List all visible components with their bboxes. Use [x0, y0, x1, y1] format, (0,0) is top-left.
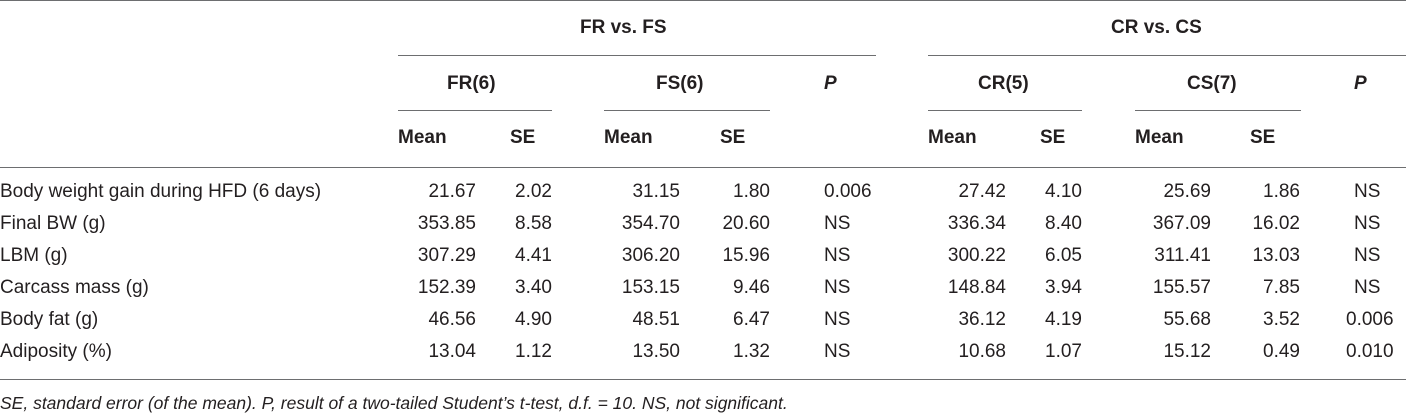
p-header-fr-fs: P [824, 73, 837, 94]
cell-cr-se: 1.07 [1045, 341, 1082, 362]
cell-p-cr-cs: NS [1354, 277, 1381, 298]
cell-p-cr-cs: 0.010 [1346, 341, 1394, 362]
subgroup-title-cr: CR(5) [978, 73, 1029, 94]
subgroup-title-fs: FS(6) [656, 73, 704, 94]
row-label: Adiposity (%) [0, 341, 112, 362]
cell-fs-se: 15.96 [722, 245, 770, 266]
group-title-fr-fs: FR vs. FS [580, 17, 667, 38]
stat-se-cr: SE [1040, 127, 1066, 148]
stat-se-cs: SE [1250, 127, 1276, 148]
cell-fr-mean: 13.04 [428, 341, 476, 362]
cell-cr-se: 8.40 [1045, 213, 1082, 234]
cell-p-cr-cs: 0.006 [1346, 309, 1394, 330]
cell-fs-mean: 31.15 [632, 181, 680, 202]
stat-se-fs: SE [720, 127, 746, 148]
group-rule-cr-cs [928, 55, 1406, 56]
cell-cr-se: 4.10 [1045, 181, 1082, 202]
cell-p-fr-fs: NS [824, 309, 851, 330]
cell-cs-mean: 55.68 [1163, 309, 1211, 330]
subgroup-title-fr: FR(6) [447, 73, 496, 94]
cell-fs-se: 1.80 [733, 181, 770, 202]
row-label: Final BW (g) [0, 213, 106, 234]
row-label: Body fat (g) [0, 309, 99, 330]
cell-cr-mean: 10.68 [958, 341, 1006, 362]
stat-se-fr: SE [510, 127, 536, 148]
cell-p-fr-fs: NS [824, 245, 851, 266]
cell-fr-mean: 353.85 [417, 213, 476, 234]
p-header-cr-cs: P [1354, 73, 1367, 94]
cell-cr-mean: 27.42 [958, 181, 1006, 202]
cell-cr-se: 4.19 [1045, 309, 1082, 330]
cell-fs-se: 1.32 [733, 341, 770, 362]
cell-cs-mean: 15.12 [1163, 341, 1211, 362]
cell-fs-mean: 153.15 [621, 277, 680, 298]
subgroup-rule-cs [1135, 110, 1301, 111]
cell-cs-mean: 25.69 [1163, 181, 1211, 202]
stat-mean-fs: Mean [604, 127, 653, 148]
cell-cs-se: 3.52 [1263, 309, 1300, 330]
cell-fs-mean: 354.70 [621, 213, 680, 234]
row-label: Carcass mass (g) [0, 277, 149, 298]
cell-fs-se: 20.60 [722, 213, 770, 234]
cell-fr-mean: 46.56 [428, 309, 476, 330]
subgroup-rule-fr [398, 110, 552, 111]
cell-cr-mean: 300.22 [947, 245, 1006, 266]
body-bottom-rule [0, 379, 1406, 380]
group-rule-fr-fs [398, 55, 876, 56]
cell-p-fr-fs: NS [824, 213, 851, 234]
cell-fr-se: 4.90 [515, 309, 552, 330]
cell-fs-mean: 48.51 [632, 309, 680, 330]
top-rule [0, 0, 1406, 1]
cell-fr-se: 1.12 [515, 341, 552, 362]
cell-cr-mean: 336.34 [947, 213, 1006, 234]
cell-cs-mean: 367.09 [1152, 213, 1211, 234]
cell-fr-mean: 21.67 [428, 181, 476, 202]
cell-fr-se: 3.40 [515, 277, 552, 298]
cell-cs-se: 1.86 [1263, 181, 1300, 202]
cell-p-fr-fs: 0.006 [824, 181, 872, 202]
cell-p-cr-cs: NS [1354, 245, 1381, 266]
cell-cs-mean: 155.57 [1152, 277, 1211, 298]
stat-mean-cr: Mean [928, 127, 977, 148]
cell-fs-mean: 13.50 [632, 341, 680, 362]
subgroup-rule-fs [604, 110, 770, 111]
cell-cs-se: 7.85 [1263, 277, 1300, 298]
stat-mean-cs: Mean [1135, 127, 1184, 148]
table-caption: SE, standard error (of the mean). P, res… [0, 393, 788, 413]
cell-cs-mean: 311.41 [1154, 245, 1211, 266]
header-bottom-rule [0, 167, 1406, 168]
cell-cs-se: 13.03 [1252, 245, 1300, 266]
cell-fs-se: 9.46 [733, 277, 770, 298]
cell-fr-mean: 307.29 [417, 245, 476, 266]
cell-p-fr-fs: NS [824, 277, 851, 298]
cell-cs-se: 16.02 [1252, 213, 1300, 234]
stat-mean-fr: Mean [398, 127, 447, 148]
cell-cr-mean: 148.84 [947, 277, 1006, 298]
cell-fr-se: 8.58 [515, 213, 552, 234]
group-title-cr-cs: CR vs. CS [1111, 17, 1202, 38]
cell-fr-se: 4.41 [515, 245, 552, 266]
cell-cr-se: 6.05 [1045, 245, 1082, 266]
row-label: LBM (g) [0, 245, 68, 266]
cell-p-cr-cs: NS [1354, 213, 1381, 234]
cell-fs-se: 6.47 [733, 309, 770, 330]
cell-cr-mean: 36.12 [958, 309, 1006, 330]
cell-cr-se: 3.94 [1045, 277, 1082, 298]
cell-fr-mean: 152.39 [417, 277, 476, 298]
subgroup-rule-cr [928, 110, 1082, 111]
subgroup-title-cs: CS(7) [1187, 73, 1237, 94]
cell-cs-se: 0.49 [1263, 341, 1300, 362]
cell-fs-mean: 306.20 [621, 245, 680, 266]
cell-p-cr-cs: NS [1354, 181, 1381, 202]
cell-fr-se: 2.02 [515, 181, 552, 202]
row-label: Body weight gain during HFD (6 days) [0, 181, 322, 202]
cell-p-fr-fs: NS [824, 341, 851, 362]
